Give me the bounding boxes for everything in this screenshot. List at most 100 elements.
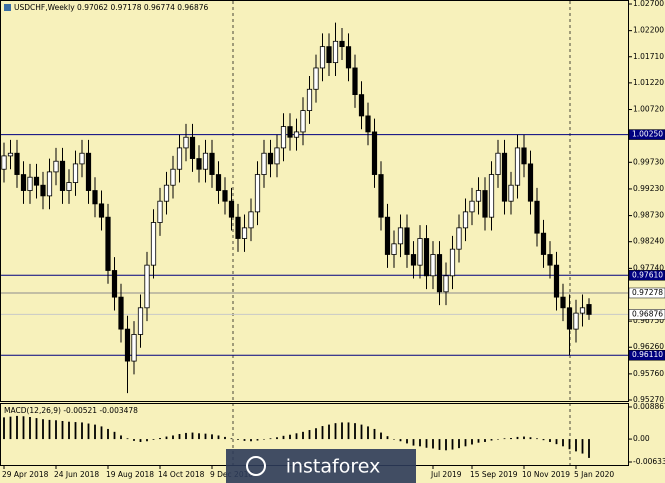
candle-body xyxy=(293,131,300,138)
candle-body xyxy=(365,115,371,133)
macd-bar xyxy=(146,439,148,442)
candle-body xyxy=(553,264,560,298)
macd-bar xyxy=(549,439,551,442)
level-label-box xyxy=(628,287,665,299)
macd-bar xyxy=(484,439,486,442)
macd-bar xyxy=(133,439,135,441)
candle-body xyxy=(482,190,488,218)
candle-body xyxy=(241,227,248,239)
macd-bar xyxy=(302,431,304,440)
candle-body xyxy=(339,40,345,48)
candle-body xyxy=(280,126,287,149)
macd-bar xyxy=(35,418,38,440)
candle-body xyxy=(254,174,261,213)
macd-bar xyxy=(263,439,265,440)
macd-bar xyxy=(516,436,519,440)
macd-bar xyxy=(211,434,213,440)
macd-bar xyxy=(373,428,376,440)
chart-title: USDCHF,Weekly 0.97062 0.97178 0.96774 0.… xyxy=(14,3,208,12)
macd-bar xyxy=(217,435,220,440)
candle-body xyxy=(488,174,495,218)
candle-body xyxy=(157,200,163,223)
macd-bar xyxy=(588,439,590,458)
macd-bar xyxy=(510,437,512,440)
candle-body xyxy=(124,328,131,362)
candle-body xyxy=(358,94,365,117)
candle-body xyxy=(573,312,579,330)
watermark-logo xyxy=(246,456,266,476)
x-tick-label: 19 Aug 2018 xyxy=(106,470,154,479)
candle-body xyxy=(417,238,423,266)
macd-bar xyxy=(107,428,109,440)
candle-body xyxy=(495,152,501,175)
macd-bar xyxy=(120,435,122,440)
macd-bar xyxy=(165,436,168,440)
candle-body xyxy=(46,171,53,197)
candle-body xyxy=(378,174,384,218)
macd-bar xyxy=(81,422,83,440)
macd-bar xyxy=(100,426,103,440)
macd-bar xyxy=(198,433,200,440)
macd-bar xyxy=(295,433,298,440)
candle-body xyxy=(287,126,293,138)
macd-bar xyxy=(42,419,44,440)
macd-bar xyxy=(224,436,226,440)
macd-bar xyxy=(61,420,64,440)
macd-bar xyxy=(523,436,525,440)
candle-body xyxy=(397,227,404,245)
candle-body xyxy=(202,152,209,170)
main-frame xyxy=(0,0,629,402)
candle-body xyxy=(137,307,144,335)
macd-bar xyxy=(113,431,116,440)
macd-bar xyxy=(204,433,207,440)
macd-bar xyxy=(347,422,350,440)
candle-body xyxy=(228,200,235,218)
level-label-box xyxy=(628,309,665,320)
macd-bar xyxy=(172,435,174,440)
x-tick-label: 5 Jan 2020 xyxy=(574,470,614,479)
macd-bar xyxy=(29,417,31,440)
macd-bar xyxy=(490,439,493,441)
candle-body xyxy=(521,147,527,165)
level-label-box xyxy=(628,270,665,281)
macd-bar xyxy=(503,438,506,440)
y-tick-label: 0.98240 xyxy=(633,237,664,246)
macd-bar xyxy=(237,439,239,440)
candle-body xyxy=(215,174,222,191)
macd-bar xyxy=(74,422,77,440)
macd-bar xyxy=(269,438,272,440)
candle-body xyxy=(436,254,443,293)
macd-bar xyxy=(321,426,324,440)
macd-bar xyxy=(399,439,402,442)
macd-bar xyxy=(334,423,337,440)
candle-body xyxy=(586,304,592,315)
candle-body xyxy=(306,88,313,111)
macd-bar xyxy=(159,437,161,440)
y-tick-label: 1.00720 xyxy=(633,105,664,114)
x-tick-label: Jul 2019 xyxy=(430,470,462,479)
candle-body xyxy=(7,152,14,157)
candle-body xyxy=(274,147,280,165)
watermark: instaforex xyxy=(286,456,381,478)
macd-bar xyxy=(152,439,155,440)
candle-body xyxy=(170,168,176,186)
macd-bar xyxy=(16,415,18,440)
candle-body xyxy=(313,67,319,90)
candle-body xyxy=(267,152,274,165)
candle-body xyxy=(261,152,267,175)
macd-bar xyxy=(276,437,278,440)
candle-body xyxy=(300,110,306,133)
macd-bar xyxy=(380,432,382,440)
y-tick-label: -0.006337 xyxy=(633,457,665,466)
candle-body xyxy=(189,136,196,159)
candle-body xyxy=(449,248,456,277)
macd-bar xyxy=(412,439,415,446)
candle-body xyxy=(118,296,124,330)
candle-body xyxy=(40,184,46,197)
macd-bar xyxy=(126,438,129,440)
macd-bar xyxy=(256,439,259,441)
macd-bar xyxy=(464,439,467,447)
y-tick-label: 1.01710 xyxy=(633,52,664,61)
y-tick-label: 0.96750 xyxy=(633,316,664,325)
